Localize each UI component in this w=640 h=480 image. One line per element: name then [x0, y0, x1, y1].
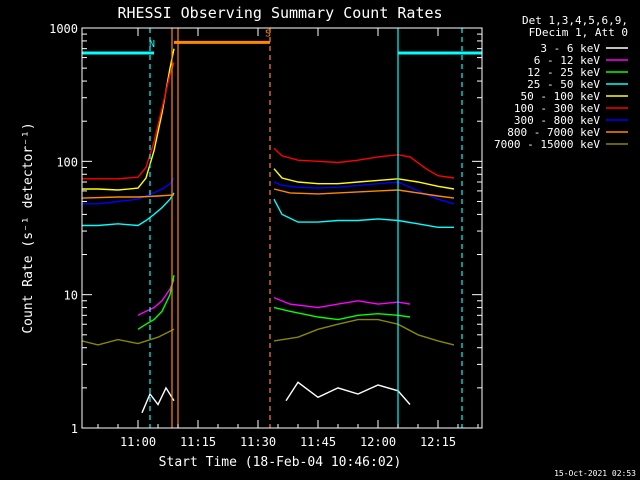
y-tick-label-1: 10 [64, 289, 78, 303]
flags-layer: NS [82, 28, 482, 55]
series-line-7-segment-1 [273, 188, 455, 199]
chart-title: RHESSI Observing Summary Count Rates [117, 4, 442, 22]
plot-frame [81, 27, 483, 429]
series-layer [82, 48, 455, 414]
marker-lines-layer [149, 28, 463, 428]
legend-label-8: 7000 - 15000 keV [494, 138, 600, 151]
x-tick-label-4: 12:00 [360, 435, 396, 449]
y-tick-label-2: 100 [56, 155, 78, 169]
x-tick-label-0: 11:00 [120, 435, 156, 449]
flag-label-0: N [149, 39, 155, 50]
series-line-2-segment-0 [137, 275, 175, 330]
series-line-5-segment-0 [82, 62, 175, 180]
series-line-8-segment-1 [273, 318, 455, 346]
series-line-0-segment-0 [141, 386, 175, 414]
legend-label-5: 100 - 300 keV [514, 102, 600, 115]
x-tick-label-1: 11:15 [180, 435, 216, 449]
legend-label-4: 50 - 100 keV [521, 90, 601, 103]
y-tick-label-3: 1000 [49, 22, 78, 36]
legend-label-6: 300 - 800 keV [514, 114, 600, 127]
x-tick-label-5: 12:15 [420, 435, 456, 449]
series-line-2-segment-1 [273, 306, 411, 321]
legend-label-2: 12 - 25 keV [527, 66, 600, 79]
y-axis-label: Count Rate (s⁻¹ detector⁻¹) [21, 122, 36, 333]
series-line-5-segment-1 [273, 147, 455, 179]
timestamp: 15-Oct-2021 02:53 [554, 469, 636, 478]
flag-label-1: S [265, 28, 271, 39]
series-line-4-segment-1 [273, 168, 455, 190]
legend-label-7: 800 - 7000 keV [507, 126, 600, 139]
series-line-3-segment-1 [273, 198, 454, 229]
series-line-6-segment-0 [82, 177, 175, 205]
series-line-1-segment-0 [137, 279, 175, 316]
x-tick-label-2: 11:30 [240, 435, 276, 449]
series-line-7-segment-0 [82, 194, 175, 199]
series-line-0-segment-1 [285, 381, 411, 405]
series-line-4-segment-0 [82, 48, 175, 191]
series-line-1-segment-1 [273, 296, 411, 309]
legend: Det 1,3,4,5,6,9,FDecim 1, Att 0 3 - 6 keV… [494, 14, 628, 151]
series-line-8-segment-0 [82, 328, 175, 346]
legend-label-0: 3 - 6 keV [540, 42, 600, 55]
series-line-3-segment-0 [82, 192, 175, 227]
y-tick-label-0: 1 [71, 422, 78, 436]
x-tick-label-3: 11:45 [300, 435, 336, 449]
legend-header-1: FDecim 1, Att 0 [529, 26, 628, 39]
x-axis-label: Start Time (18-Feb-04 10:46:02) [159, 455, 402, 470]
legend-label-3: 25 - 50 keV [527, 78, 600, 91]
axes-layer: 11:00 11:15 11:30 11:45 12:00 12:15 1 10 100 1000 [49, 22, 482, 449]
legend-header-0: Det 1,3,4,5,6,9, [522, 14, 628, 27]
legend-label-1: 6 - 12 keV [534, 54, 601, 67]
